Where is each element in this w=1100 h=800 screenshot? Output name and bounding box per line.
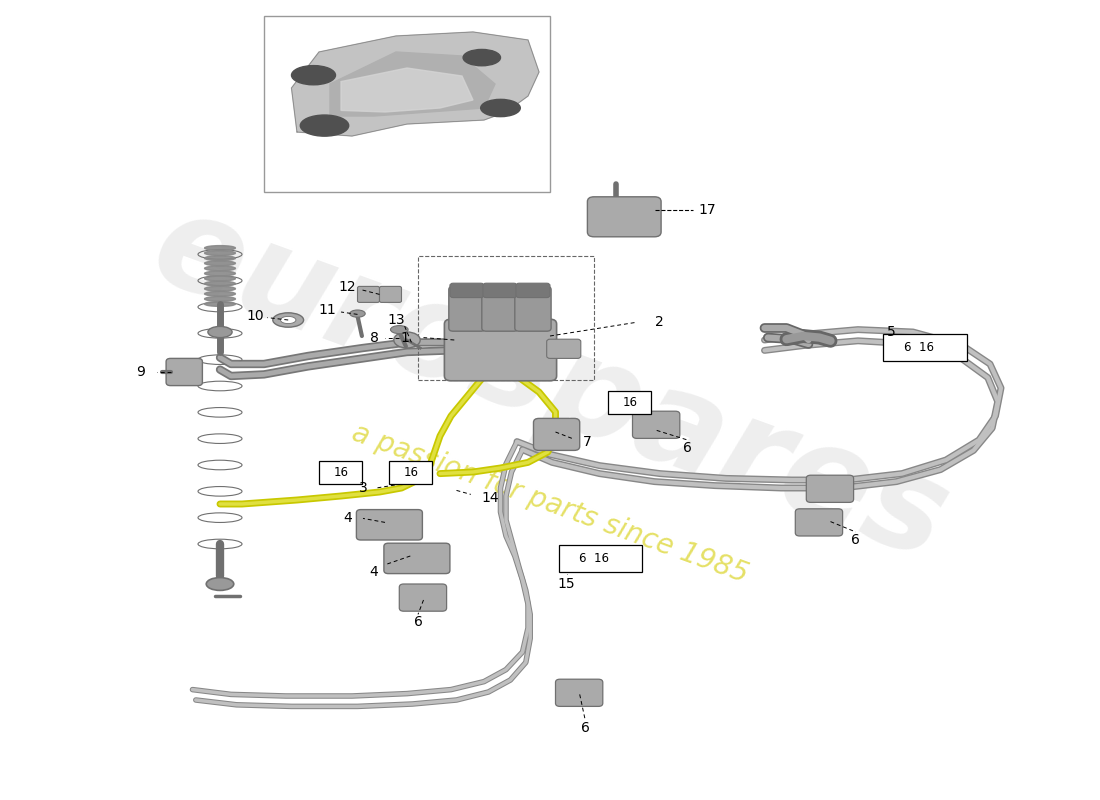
Ellipse shape bbox=[350, 310, 365, 318]
Polygon shape bbox=[330, 52, 495, 116]
Text: 10: 10 bbox=[246, 309, 264, 323]
Ellipse shape bbox=[207, 578, 233, 590]
FancyBboxPatch shape bbox=[587, 197, 661, 237]
Ellipse shape bbox=[205, 291, 235, 296]
Ellipse shape bbox=[205, 246, 235, 250]
FancyBboxPatch shape bbox=[166, 358, 202, 386]
Text: 16: 16 bbox=[623, 396, 638, 409]
FancyBboxPatch shape bbox=[516, 283, 550, 298]
Text: a passion for parts since 1985: a passion for parts since 1985 bbox=[348, 419, 752, 589]
Ellipse shape bbox=[205, 297, 235, 302]
Text: 17: 17 bbox=[698, 202, 716, 217]
Ellipse shape bbox=[481, 99, 520, 117]
Text: 1: 1 bbox=[400, 330, 409, 345]
Ellipse shape bbox=[208, 326, 232, 338]
FancyBboxPatch shape bbox=[444, 319, 557, 381]
FancyBboxPatch shape bbox=[556, 679, 603, 706]
Text: 13: 13 bbox=[387, 313, 405, 327]
Text: 4: 4 bbox=[370, 565, 378, 579]
Text: 4: 4 bbox=[343, 511, 352, 526]
Ellipse shape bbox=[300, 115, 349, 136]
Ellipse shape bbox=[394, 332, 420, 348]
Ellipse shape bbox=[205, 282, 235, 286]
Ellipse shape bbox=[205, 250, 235, 255]
Bar bbox=[264, 16, 550, 192]
Text: 2: 2 bbox=[654, 315, 663, 330]
FancyBboxPatch shape bbox=[483, 283, 517, 298]
FancyBboxPatch shape bbox=[482, 286, 518, 331]
Text: 5: 5 bbox=[887, 325, 895, 339]
Text: 16: 16 bbox=[333, 466, 349, 478]
FancyBboxPatch shape bbox=[389, 461, 432, 484]
FancyBboxPatch shape bbox=[450, 283, 484, 298]
FancyBboxPatch shape bbox=[559, 545, 642, 572]
Text: 16: 16 bbox=[404, 466, 419, 478]
Text: 12: 12 bbox=[339, 280, 356, 294]
Text: 7: 7 bbox=[583, 434, 592, 449]
FancyBboxPatch shape bbox=[795, 509, 843, 536]
Ellipse shape bbox=[205, 286, 235, 291]
FancyBboxPatch shape bbox=[534, 418, 580, 450]
Ellipse shape bbox=[205, 266, 235, 270]
Ellipse shape bbox=[205, 276, 235, 281]
Text: 6: 6 bbox=[581, 721, 590, 735]
FancyBboxPatch shape bbox=[806, 475, 854, 502]
Ellipse shape bbox=[205, 261, 235, 266]
Ellipse shape bbox=[205, 302, 235, 306]
Text: 6: 6 bbox=[851, 533, 860, 547]
Polygon shape bbox=[292, 32, 539, 136]
Polygon shape bbox=[341, 68, 473, 112]
FancyBboxPatch shape bbox=[399, 584, 447, 611]
Text: 9: 9 bbox=[136, 365, 145, 379]
Text: 3: 3 bbox=[359, 481, 367, 495]
Ellipse shape bbox=[205, 256, 235, 261]
FancyBboxPatch shape bbox=[356, 510, 422, 540]
Text: 6: 6 bbox=[414, 615, 422, 630]
Text: 6  16: 6 16 bbox=[579, 552, 609, 565]
Text: 6  16: 6 16 bbox=[903, 341, 934, 354]
Ellipse shape bbox=[292, 66, 336, 85]
Text: 11: 11 bbox=[319, 303, 337, 318]
FancyBboxPatch shape bbox=[384, 543, 450, 574]
FancyBboxPatch shape bbox=[358, 286, 379, 302]
Text: 8: 8 bbox=[370, 330, 378, 345]
FancyBboxPatch shape bbox=[547, 339, 581, 358]
FancyBboxPatch shape bbox=[608, 391, 651, 414]
Text: 15: 15 bbox=[558, 577, 575, 591]
Text: 6: 6 bbox=[683, 441, 692, 455]
FancyBboxPatch shape bbox=[319, 461, 362, 484]
FancyBboxPatch shape bbox=[449, 286, 485, 331]
FancyBboxPatch shape bbox=[379, 286, 401, 302]
Text: eurospares: eurospares bbox=[136, 182, 964, 586]
Ellipse shape bbox=[390, 326, 408, 334]
FancyBboxPatch shape bbox=[632, 411, 680, 438]
Ellipse shape bbox=[273, 313, 304, 327]
Ellipse shape bbox=[463, 50, 500, 66]
FancyBboxPatch shape bbox=[883, 334, 967, 361]
Ellipse shape bbox=[205, 271, 235, 276]
Ellipse shape bbox=[280, 316, 296, 323]
FancyBboxPatch shape bbox=[515, 286, 551, 331]
Text: 14: 14 bbox=[482, 490, 499, 505]
